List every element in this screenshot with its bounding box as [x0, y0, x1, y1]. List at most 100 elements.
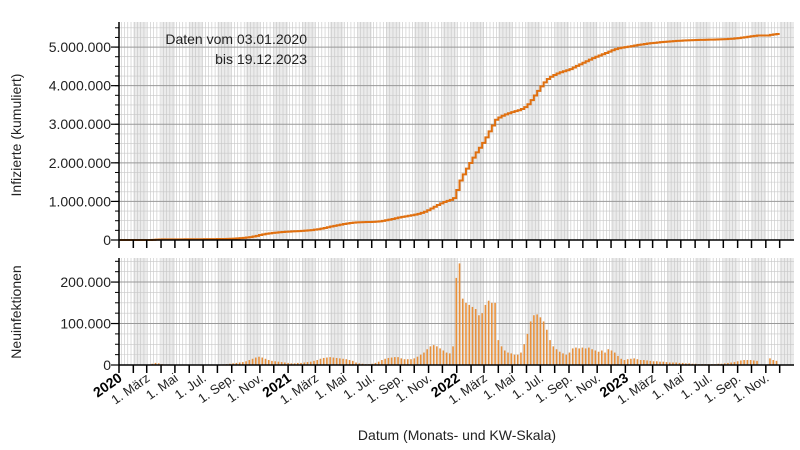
- month-band: [189, 258, 204, 365]
- weekly-bar: [355, 362, 357, 365]
- month-band: [329, 22, 344, 240]
- weekly-bar: [652, 361, 655, 365]
- weekly-bar: [533, 315, 535, 365]
- weekly-bar: [584, 348, 587, 365]
- month-band: [498, 258, 513, 365]
- y-tick-label: 200.000: [60, 274, 111, 290]
- weekly-bar: [675, 362, 677, 365]
- weekly-bar: [659, 361, 661, 365]
- weekly-bar: [546, 329, 548, 365]
- weekly-bar: [248, 360, 251, 365]
- weekly-bar: [620, 358, 623, 365]
- month-band: [442, 22, 457, 240]
- y-tick-label: 0: [103, 232, 111, 248]
- weekly-bar: [397, 357, 399, 365]
- weekly-bar: [251, 358, 254, 365]
- weekly-bar: [232, 363, 234, 365]
- month-band: [245, 258, 260, 365]
- weekly-bar: [536, 314, 538, 365]
- weekly-bar: [400, 358, 403, 365]
- month-band: [161, 258, 175, 365]
- month-band: [273, 22, 289, 240]
- weekly-bar: [245, 361, 247, 365]
- weekly-bar: [753, 360, 755, 365]
- weekly-bar: [623, 360, 626, 365]
- y-tick-label: 2.000.000: [49, 155, 111, 171]
- weekly-bar: [688, 363, 690, 365]
- weekly-bar: [539, 317, 542, 365]
- weekly-bar: [242, 362, 244, 365]
- weekly-bar: [523, 344, 525, 365]
- weekly-bar: [756, 360, 758, 365]
- weekly-bar: [403, 359, 406, 365]
- weekly-bar: [581, 347, 584, 365]
- y-tick-label: 3.000.000: [49, 116, 111, 132]
- weekly-bar: [526, 333, 529, 365]
- weekly-bar: [429, 346, 432, 365]
- weekly-bar: [445, 352, 448, 365]
- x-month-label: 1. Mai: [312, 370, 350, 403]
- weekly-bar: [306, 362, 309, 365]
- weekly-bar: [471, 306, 474, 365]
- weekly-bar: [261, 357, 264, 365]
- weekly-bar: [478, 315, 480, 365]
- weekly-bar: [617, 355, 619, 365]
- month-band: [414, 22, 429, 240]
- month-band: [329, 258, 344, 365]
- month-band: [133, 258, 147, 365]
- month-band: [498, 22, 513, 240]
- month-band: [639, 258, 653, 365]
- weekly-bar: [358, 363, 361, 365]
- y-axis-title-top: Infizierte (kumuliert): [8, 74, 24, 197]
- weekly-bar: [335, 357, 338, 365]
- weekly-bar: [374, 362, 377, 365]
- weekly-bar: [542, 321, 545, 365]
- weekly-bar: [749, 360, 752, 365]
- weekly-bar: [507, 352, 509, 365]
- weekly-bar: [332, 357, 335, 365]
- weekly-bar: [439, 348, 441, 365]
- weekly-bar: [568, 352, 571, 365]
- weekly-bar: [461, 298, 464, 365]
- month-band: [611, 22, 626, 240]
- weekly-bar: [646, 360, 648, 365]
- weekly-bar: [154, 362, 157, 365]
- weekly-bar: [274, 361, 276, 365]
- x-month-label: 1. Mai: [143, 370, 181, 403]
- weekly-bar: [733, 362, 736, 365]
- weekly-bar: [481, 313, 483, 365]
- weekly-bar: [558, 351, 561, 365]
- weekly-bar: [449, 353, 451, 365]
- weekly-bar: [342, 358, 344, 365]
- weekly-bar: [578, 348, 580, 365]
- weekly-bar: [410, 359, 412, 365]
- weekly-bar: [484, 304, 487, 365]
- cumulative-line: [119, 32, 780, 241]
- weekly-bar: [426, 349, 428, 365]
- month-band: [471, 22, 484, 240]
- weekly-bar: [552, 346, 555, 365]
- weekly-bar: [377, 361, 380, 365]
- weekly-bar: [157, 363, 160, 365]
- weekly-bar: [442, 350, 445, 365]
- month-band: [133, 22, 147, 240]
- month-band: [639, 22, 653, 240]
- weekly-bar: [419, 354, 422, 365]
- weekly-bar: [769, 358, 771, 365]
- weekly-bar: [639, 360, 642, 365]
- weekly-bar: [575, 347, 577, 365]
- weekly-bar: [743, 360, 745, 365]
- weekly-bar: [316, 360, 319, 365]
- weekly-bar: [300, 362, 302, 365]
- weekly-bar: [309, 361, 312, 365]
- month-band: [161, 22, 175, 240]
- annotation-line-1: Daten vom 03.01.2020: [165, 31, 307, 47]
- weekly-bar: [474, 309, 477, 365]
- weekly-bar: [390, 357, 393, 365]
- month-band: [554, 22, 569, 240]
- y-tick-label: 100.000: [60, 316, 111, 332]
- weekly-bar: [238, 362, 241, 365]
- weekly-bar: [571, 348, 574, 365]
- weekly-bar: [736, 361, 739, 365]
